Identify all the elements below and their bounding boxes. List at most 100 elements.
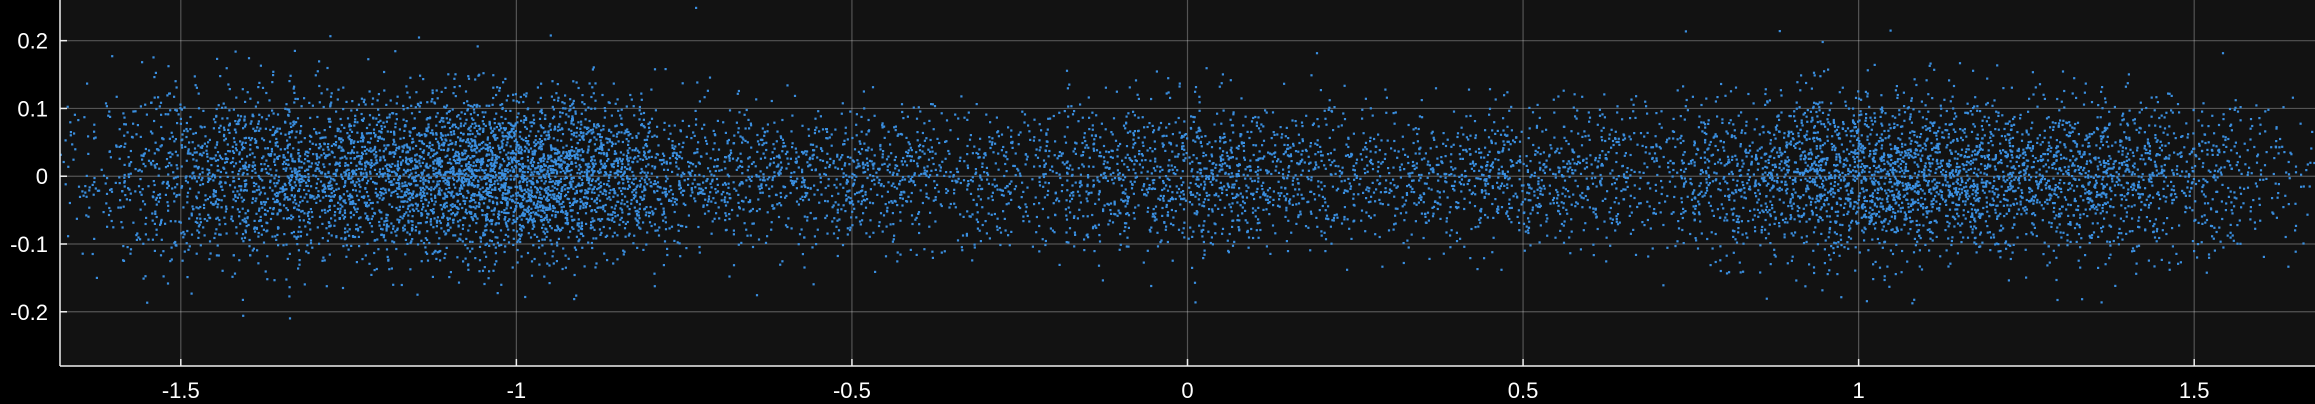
data-point [358,161,361,164]
data-point [687,171,690,174]
data-point [458,177,461,180]
data-point [488,190,491,194]
data-point [394,189,397,192]
data-point [611,142,614,145]
data-point [400,196,403,199]
data-point [593,209,596,212]
data-point [290,218,293,221]
data-point [594,148,597,152]
data-point [403,213,406,216]
data-point [199,183,202,187]
data-point [583,265,586,268]
data-point [172,177,175,180]
data-point [458,158,461,161]
data-point [576,141,579,145]
data-point [599,186,602,189]
data-point [235,226,238,229]
data-point [380,187,383,190]
data-point [355,181,358,184]
data-point [376,139,379,142]
data-point [596,147,599,150]
data-point [374,162,377,165]
data-point [367,162,370,165]
data-point [197,236,200,239]
data-point [578,134,581,137]
data-point [240,185,243,188]
data-point [451,125,454,128]
data-point [604,165,608,168]
data-point [139,105,142,108]
data-point [503,218,506,221]
data-point [533,144,536,148]
data-point [277,192,280,195]
data-point [701,127,704,130]
data-point [524,208,527,212]
data-point [570,129,573,132]
data-point [356,140,359,143]
data-point [167,209,170,212]
data-point [457,155,460,158]
data-point [392,143,395,146]
data-point [665,162,668,165]
data-point [590,224,593,227]
data-point [222,126,226,129]
data-point [221,188,224,191]
data-point [181,146,184,149]
data-point [315,157,319,160]
data-point [575,126,579,129]
data-point [410,157,413,160]
data-point [166,164,169,168]
data-point [632,178,635,181]
data-point [513,156,516,159]
data-point [559,193,563,196]
data-point [527,232,530,235]
data-point [346,168,350,171]
data-point [684,203,687,207]
data-point [142,242,145,245]
data-point [418,159,421,162]
data-point [352,202,355,205]
data-point [307,214,310,218]
data-point [279,132,283,135]
data-point [267,114,270,117]
data-point [493,188,496,191]
data-point [484,197,487,200]
data-point [372,149,375,152]
data-point [700,187,703,190]
data-point [659,159,662,162]
data-point [650,88,653,91]
data-point [277,175,281,178]
data-point [482,130,485,133]
data-point [559,195,562,198]
data-point [537,239,540,242]
data-point [271,81,274,84]
data-point [677,167,680,170]
data-point [564,121,567,124]
data-point [243,217,246,220]
data-point [728,193,731,196]
data-point [557,191,561,195]
data-point [293,181,296,184]
data-point [564,172,567,175]
data-point [541,226,544,229]
data-point [501,106,504,110]
data-point [123,163,126,166]
data-point [355,223,358,226]
data-point [540,126,543,129]
data-point [582,175,585,178]
data-point [462,260,465,263]
data-point [440,208,443,211]
data-point [459,238,462,241]
data-point [295,121,298,124]
data-point [334,211,337,214]
data-point [334,144,337,147]
data-point [424,209,427,212]
data-point [81,252,84,255]
data-point [121,226,124,229]
data-point [420,239,423,242]
data-point [378,113,381,116]
data-point [561,267,564,271]
data-point [737,157,740,160]
data-point [252,197,255,200]
data-point [191,141,194,144]
